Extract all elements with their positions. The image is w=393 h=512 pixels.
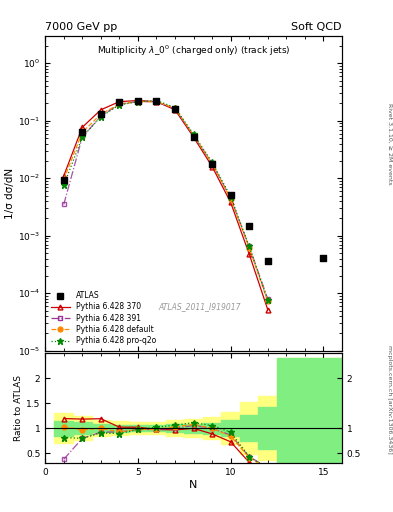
- Legend: ATLAS, Pythia 6.428 370, Pythia 6.428 391, Pythia 6.428 default, Pythia 6.428 pr: ATLAS, Pythia 6.428 370, Pythia 6.428 39…: [49, 290, 158, 347]
- X-axis label: N: N: [189, 480, 198, 490]
- Point: [228, 190, 234, 199]
- Y-axis label: 1/σ dσ/dN: 1/σ dσ/dN: [5, 168, 15, 219]
- Point: [79, 127, 85, 136]
- Text: 7000 GeV pp: 7000 GeV pp: [45, 22, 118, 32]
- Point: [209, 159, 215, 167]
- Point: [116, 98, 123, 106]
- Point: [320, 254, 327, 262]
- Text: Rivet 3.1.10, ≥ 2M events: Rivet 3.1.10, ≥ 2M events: [387, 102, 392, 184]
- Point: [172, 105, 178, 113]
- Point: [98, 110, 104, 118]
- Point: [61, 176, 67, 184]
- Point: [264, 257, 271, 265]
- Point: [135, 97, 141, 105]
- Point: [246, 222, 252, 230]
- Y-axis label: Ratio to ATLAS: Ratio to ATLAS: [14, 375, 23, 441]
- Text: mcplots.cern.ch [arXiv:1306.3436]: mcplots.cern.ch [arXiv:1306.3436]: [387, 345, 392, 454]
- Text: Multiplicity $\lambda\_0^0$ (charged only) (track jets): Multiplicity $\lambda\_0^0$ (charged onl…: [97, 44, 290, 58]
- Text: Soft QCD: Soft QCD: [292, 22, 342, 32]
- Point: [153, 97, 160, 105]
- Point: [191, 133, 197, 141]
- Text: ATLAS_2011_I919017: ATLAS_2011_I919017: [158, 302, 241, 311]
